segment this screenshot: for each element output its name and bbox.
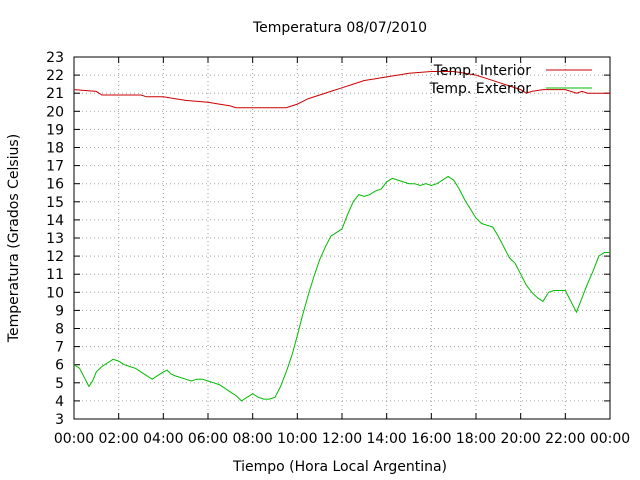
y-tick-label: 7	[55, 340, 64, 356]
y-tick-label: 18	[46, 141, 64, 157]
y-tick-labels: 3 4 5 6 7 8 9 10 11 12 13 14 15 16 17 18 19 20 21 22 23	[46, 50, 64, 428]
x-tick-label: 04:00	[143, 431, 183, 447]
x-tick-label: 18:00	[456, 431, 496, 447]
x-tick-label: 10:00	[277, 431, 317, 447]
y-axis-label: Temperatura (Grados Celsius)	[6, 134, 22, 343]
chart-title: Temperatura 08/07/2010	[252, 20, 427, 36]
x-tick-label: 12:00	[322, 431, 362, 447]
y-tick-label: 6	[55, 358, 64, 374]
x-tick-label: 14:00	[366, 431, 406, 447]
axis-ticks	[73, 56, 611, 420]
y-tick-label: 20	[46, 104, 64, 120]
y-tick-label: 10	[46, 285, 64, 301]
y-tick-label: 11	[46, 267, 64, 283]
y-tick-label: 21	[46, 86, 64, 102]
y-tick-label: 9	[55, 303, 64, 319]
x-tick-label: 22:00	[545, 431, 585, 447]
y-tick-label: 16	[46, 177, 64, 193]
x-tick-label: 16:00	[411, 431, 451, 447]
x-axis-label: Tiempo (Hora Local Argentina)	[232, 459, 447, 475]
y-tick-label: 5	[55, 376, 64, 392]
series-line-interior	[73, 71, 610, 109]
y-tick-label: 3	[55, 412, 64, 428]
legend-label: Temp. Exterior	[429, 81, 532, 97]
x-tick-label: 00:00	[54, 431, 94, 447]
y-tick-label: 23	[46, 50, 64, 66]
series-layer	[73, 71, 610, 402]
y-tick-label: 15	[46, 195, 64, 211]
y-tick-label: 4	[55, 394, 64, 410]
legend-label: Temp. Interior	[433, 63, 532, 79]
series-line-exterior	[73, 175, 610, 402]
x-tick-label: 00:00	[590, 431, 630, 447]
x-tick-label: 02:00	[98, 431, 138, 447]
y-tick-label: 12	[46, 249, 64, 265]
y-tick-label: 17	[46, 159, 64, 175]
y-tick-label: 19	[46, 122, 64, 138]
grid	[74, 57, 610, 419]
x-tick-label: 08:00	[232, 431, 272, 447]
y-tick-label: 13	[46, 231, 64, 247]
y-tick-label: 14	[46, 213, 64, 229]
y-tick-label: 8	[55, 322, 64, 338]
y-tick-label: 22	[46, 68, 64, 84]
x-tick-label: 20:00	[500, 431, 540, 447]
legend: Temp. Interior Temp. Exterior	[429, 63, 592, 97]
x-tick-labels: 00:00 02:00 04:00 06:00 08:00 10:00 12:00 14:00…	[54, 431, 630, 447]
x-tick-label: 06:00	[188, 431, 228, 447]
